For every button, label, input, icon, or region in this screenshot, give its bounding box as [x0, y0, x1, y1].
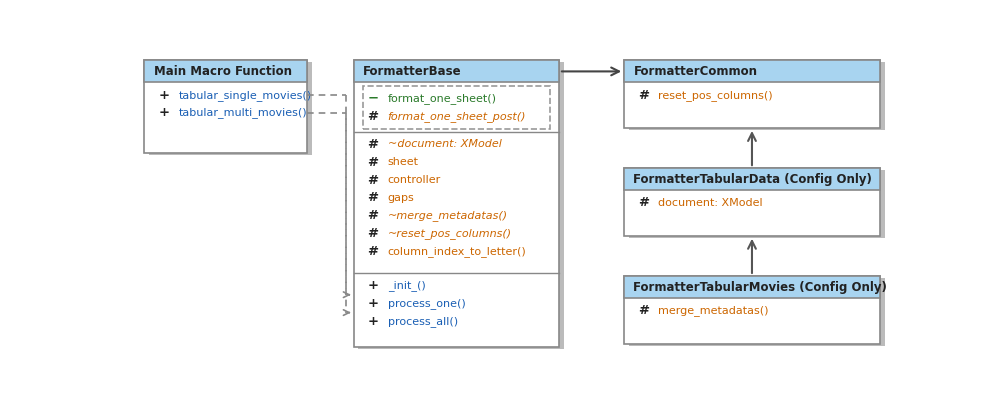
- Text: tabular_multi_movies(): tabular_multi_movies(): [178, 108, 307, 118]
- Text: FormatterTabularData (Config Only): FormatterTabularData (Config Only): [633, 173, 872, 186]
- Bar: [354, 60, 559, 347]
- Bar: [624, 276, 880, 344]
- Text: #: #: [368, 110, 379, 122]
- Bar: [624, 168, 880, 236]
- Bar: [149, 62, 312, 154]
- Text: −: −: [368, 92, 379, 105]
- Bar: [144, 60, 307, 153]
- Text: column_index_to_letter(): column_index_to_letter(): [388, 246, 526, 257]
- Text: #: #: [638, 89, 649, 102]
- Bar: [358, 62, 564, 349]
- Text: +: +: [368, 315, 379, 328]
- Bar: [624, 60, 880, 128]
- Bar: [629, 170, 885, 238]
- Text: +: +: [368, 279, 379, 292]
- Bar: [144, 60, 307, 82]
- Bar: [629, 278, 885, 346]
- Text: format_one_sheet_post(): format_one_sheet_post(): [388, 111, 526, 122]
- Text: +: +: [158, 89, 169, 102]
- Text: ~merge_metadatas(): ~merge_metadatas(): [388, 210, 508, 221]
- Text: FormatterTabularMovies (Config Only): FormatterTabularMovies (Config Only): [633, 280, 887, 294]
- Text: #: #: [368, 192, 379, 204]
- Text: #: #: [368, 245, 379, 258]
- Text: #: #: [368, 227, 379, 240]
- Text: gaps: gaps: [388, 193, 414, 203]
- Text: #: #: [368, 174, 379, 187]
- Bar: [629, 62, 885, 130]
- Text: FormatterCommon: FormatterCommon: [633, 65, 757, 78]
- Text: controller: controller: [388, 175, 441, 185]
- Bar: [624, 276, 880, 298]
- Text: #: #: [368, 209, 379, 222]
- Text: document: XModel: document: XModel: [658, 198, 763, 208]
- Text: process_all(): process_all(): [388, 316, 458, 327]
- Text: merge_metadatas(): merge_metadatas(): [658, 305, 769, 316]
- Text: #: #: [368, 156, 379, 169]
- Text: reset_pos_columns(): reset_pos_columns(): [658, 90, 773, 100]
- Text: ~document: XModel: ~document: XModel: [388, 140, 502, 150]
- Bar: [363, 86, 550, 129]
- Text: +: +: [368, 297, 379, 310]
- Bar: [624, 168, 880, 190]
- Text: sheet: sheet: [388, 157, 419, 167]
- Bar: [354, 60, 559, 82]
- Text: ~reset_pos_columns(): ~reset_pos_columns(): [388, 228, 512, 239]
- Text: process_one(): process_one(): [388, 298, 465, 309]
- Bar: [624, 60, 880, 82]
- Text: +: +: [158, 106, 169, 120]
- Text: #: #: [368, 138, 379, 151]
- Text: _init_(): _init_(): [388, 280, 425, 291]
- Text: FormatterBase: FormatterBase: [363, 65, 462, 78]
- Text: tabular_single_movies(): tabular_single_movies(): [178, 90, 312, 100]
- Text: #: #: [638, 196, 649, 210]
- Text: #: #: [638, 304, 649, 317]
- Text: Main Macro Function: Main Macro Function: [154, 65, 292, 78]
- Text: format_one_sheet(): format_one_sheet(): [388, 93, 497, 104]
